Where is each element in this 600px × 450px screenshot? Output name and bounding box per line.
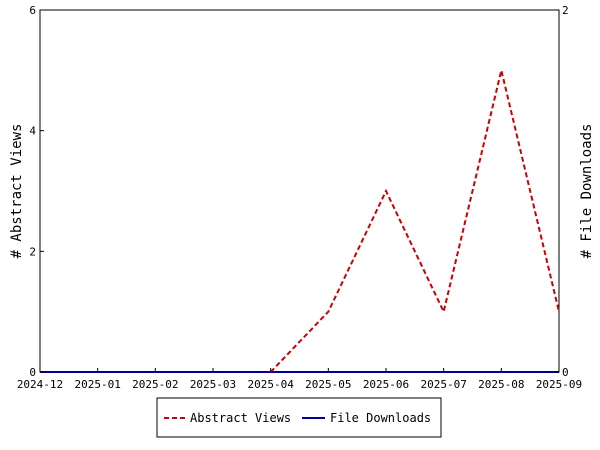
- y-axis-right: 02: [555, 4, 569, 379]
- y-tick-label: 6: [29, 4, 36, 17]
- y-tick-label: 4: [29, 125, 36, 138]
- y2-tick-label: 0: [562, 366, 569, 379]
- x-tick-label: 2025-08: [478, 378, 524, 391]
- legend-label-file-downloads: File Downloads: [330, 411, 431, 425]
- plot-frame: [39, 9, 560, 373]
- x-tick-label: 2025-06: [363, 378, 409, 391]
- y-axis-title: # Abstract Views: [9, 124, 25, 259]
- x-axis: 2024-12 2025-01 2025-02 2025-03 2025-04 2025-…: [17, 368, 582, 391]
- y-axis-left: 0 2 4 6: [29, 4, 44, 379]
- y-tick-label: 0: [29, 366, 36, 379]
- series-line-abstract-views: [269, 70, 560, 373]
- x-tick-label: 2025-05: [305, 378, 351, 391]
- y2-tick-label: 2: [562, 4, 569, 17]
- x-tick-label: 2025-04: [247, 378, 294, 391]
- x-tick-label: 2025-01: [74, 378, 120, 391]
- y-tick-label: 2: [29, 245, 36, 258]
- legend-label-abstract-views: Abstract Views: [190, 411, 291, 425]
- x-tick-label: 2025-07: [420, 378, 466, 391]
- x-tick-label: 2025-09: [536, 378, 582, 391]
- series-layer: [40, 70, 560, 373]
- legend: Abstract Views File Downloads: [156, 397, 442, 438]
- x-tick-label: 2024-12: [17, 378, 63, 391]
- x-tick-label: 2025-02: [132, 378, 178, 391]
- y2-axis-title: # File Downloads: [579, 124, 595, 259]
- x-tick-label: 2025-03: [190, 378, 236, 391]
- legend-box: [156, 397, 442, 438]
